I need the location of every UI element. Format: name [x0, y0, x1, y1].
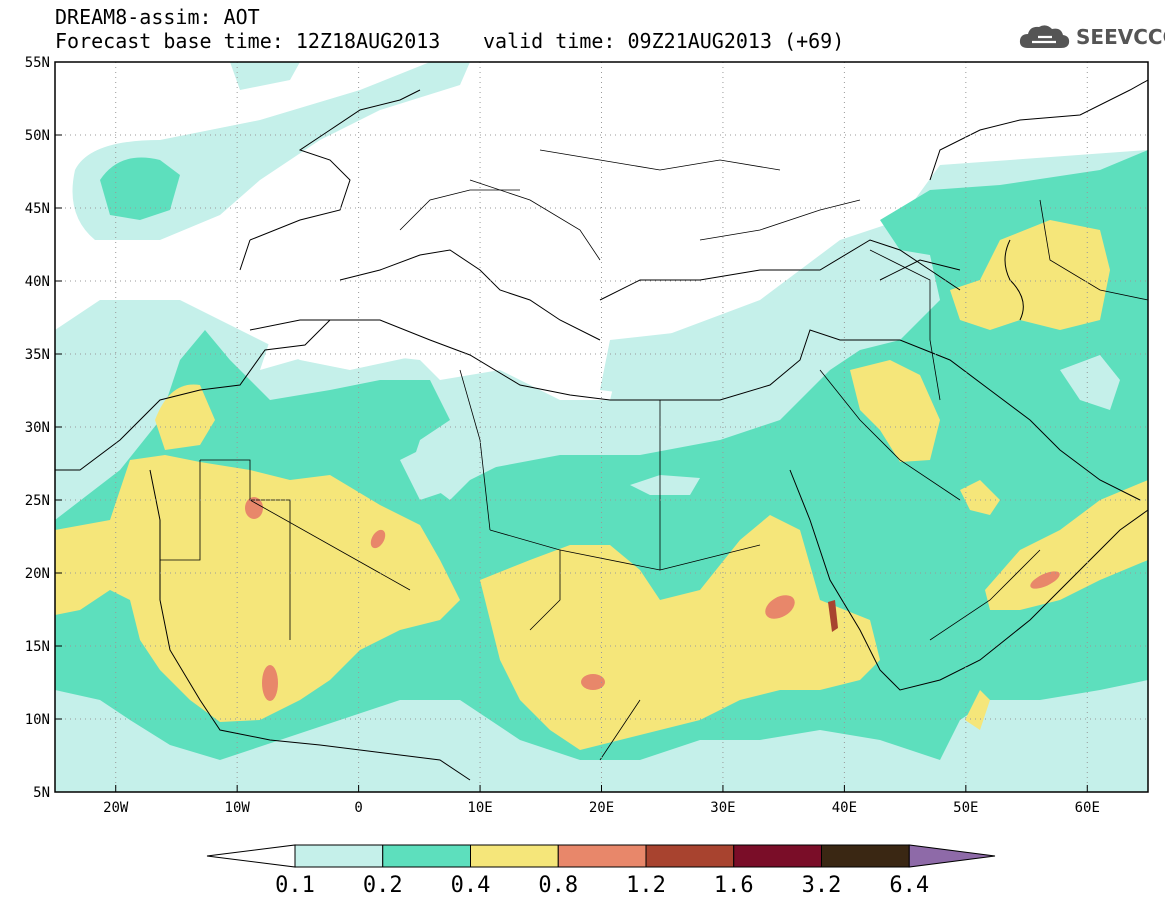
lat-label: 45N — [25, 201, 50, 217]
aot-layer-0-1 — [55, 62, 1148, 792]
colorbar-under-triangle — [206, 844, 296, 868]
clear-area-north-africa — [260, 330, 620, 400]
colorbar — [206, 844, 996, 868]
borders — [160, 149, 1148, 761]
lon-label: 10W — [225, 800, 251, 816]
lon-label: 50E — [953, 800, 978, 816]
colorbar-label: 1.6 — [714, 873, 754, 898]
coastlines — [55, 79, 1148, 781]
colorbar-swatch — [645, 844, 735, 868]
lon-label: 20W — [103, 800, 129, 816]
lon-label: 30E — [710, 800, 735, 816]
lat-label: 50N — [25, 128, 50, 144]
graticule — [55, 62, 1148, 792]
lon-label: 10E — [467, 800, 492, 816]
lon-label: 60E — [1075, 800, 1100, 816]
aot-layer-0-8 — [245, 497, 1060, 701]
lon-label: 40E — [832, 800, 857, 816]
valid-time: valid time: 09Z21AUG2013 (+69) — [483, 29, 845, 53]
colorbar-label: 6.4 — [889, 873, 929, 898]
colorbar-label: 0.4 — [451, 873, 491, 898]
lat-label: 10N — [25, 712, 50, 728]
colorbar-swatch — [733, 844, 822, 868]
aot-layer-1-2 — [828, 600, 838, 632]
aot-layer-0-2 — [55, 150, 1148, 760]
lat-label: 25N — [25, 493, 50, 509]
model-title: DREAM8-assim: AOT — [55, 5, 260, 29]
lon-labels: 20W 10W 0 10E 20E 30E 40E 50E 60E — [103, 785, 1100, 816]
cloud-icon — [1019, 25, 1070, 48]
logo-text: SEEVCCC — [1076, 25, 1165, 49]
lat-label: 5N — [33, 785, 50, 801]
colorbar-over-triangle — [908, 844, 996, 868]
colorbar-swatch — [470, 844, 559, 868]
colorbar-swatch — [821, 844, 910, 868]
colorbar-label: 0.8 — [538, 873, 578, 898]
colorbar-label: 0.2 — [363, 873, 403, 898]
lat-labels: 55N 50N 45N 40N 35N 30N 25N 20N 15N 10N 5N — [25, 55, 62, 801]
colorbar-label: 3.2 — [802, 873, 842, 898]
colorbar-swatch — [557, 844, 647, 868]
forecast-base-time: Forecast base time: 12Z18AUG2013 — [55, 29, 441, 53]
lat-label: 40N — [25, 274, 50, 290]
colorbar-labels: 0.1 0.2 0.4 0.8 1.2 1.6 3.2 6.4 — [275, 873, 929, 898]
lat-label: 20N — [25, 566, 50, 582]
lat-label: 55N — [25, 55, 50, 71]
colorbar-swatch — [382, 844, 471, 868]
lat-label: 30N — [25, 420, 50, 436]
colorbar-label: 0.1 — [275, 873, 315, 898]
aot-light-inlays — [400, 280, 1120, 500]
lat-label: 15N — [25, 639, 50, 655]
aot-layer-0-4 — [55, 220, 1148, 750]
colorbar-swatch — [294, 844, 384, 868]
seevccc-logo: SEEVCCC — [1018, 22, 1165, 52]
lon-label: 20E — [589, 800, 614, 816]
map-frame — [54, 61, 1149, 793]
colorbar-label: 1.2 — [626, 873, 666, 898]
lat-label: 35N — [25, 347, 50, 363]
lon-label: 0 — [354, 800, 362, 816]
